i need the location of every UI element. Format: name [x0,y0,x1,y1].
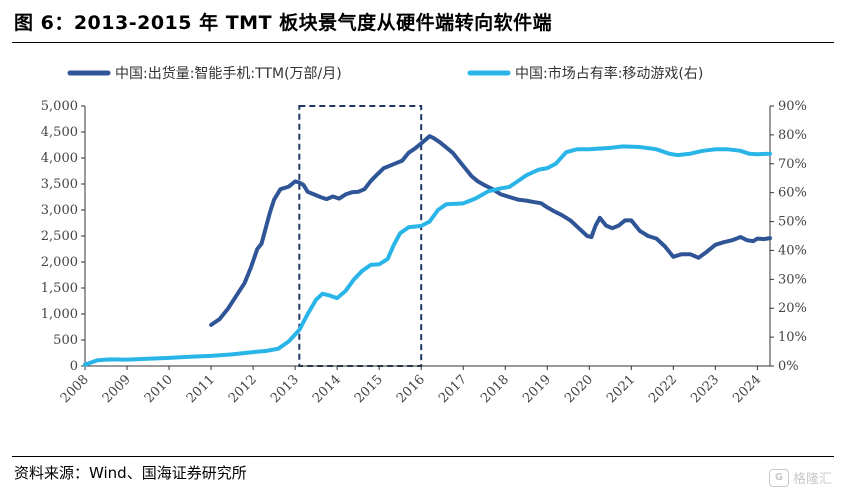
bottom-rule [12,456,834,457]
series-line-mobile-game-share [83,144,772,367]
legend-label-shipments: 中国:出货量:智能手机:TTM(万部/月) [115,65,342,82]
x-tick-label: 2018 [478,372,512,406]
x-tick-label: 2009 [100,372,134,406]
x-tick-label: 2012 [226,372,260,406]
y-left-tick-label: 500 [53,333,78,348]
x-tick-label: 2017 [436,372,470,406]
y-left-tick-label: 2,500 [41,229,78,244]
x-tick-label: 2016 [394,372,428,406]
x-tick-label: 2022 [646,372,680,406]
watermark: G 格隆汇 [768,468,832,487]
y-right-tick-label: 10% [778,330,807,345]
legend-label-mobile-games: 中国:市场占有率:移动游戏(右) [515,65,703,82]
top-rule [12,42,834,43]
y-right-tick-label: 40% [778,243,807,258]
x-tick-label: 2008 [58,372,92,406]
x-tick-label: 2011 [184,372,218,406]
y-left-tick-label: 4,000 [41,151,78,166]
y-left-tick-label: 3,000 [41,203,78,218]
x-tick-label: 2014 [310,372,344,406]
watermark-logo-icon: G [768,468,789,487]
y-right-tick-label: 20% [778,301,807,316]
series-line-smartphone-shipments [209,134,772,327]
y-right-tick-label: 0% [778,359,799,374]
y-right-tick-label: 90% [778,99,807,114]
highlight-period-box [298,105,423,367]
x-tick-label: 2023 [688,372,722,406]
y-left-tick-label: 2,000 [41,255,78,270]
highlight-period-group [298,105,423,367]
y-left-tick-label: 1,000 [41,307,78,322]
x-tick-label: 2015 [352,372,386,406]
y-right-tick-label: 80% [778,128,807,143]
legend-group: 中国:出货量:智能手机:TTM(万部/月) 中国:市场占有率:移动游戏(右) [67,65,703,82]
chart-title: 图 6：2013-2015 年 TMT 板块景气度从硬件端转向软件端 [14,12,553,34]
y-left-tick-label: 0 [70,359,78,374]
source-note: 资料来源：Wind、国海证券研究所 [14,464,247,482]
watermark-text: 格隆汇 [792,472,832,487]
x-tick-label: 2020 [562,372,596,406]
y-right-tick-label: 30% [778,272,807,287]
x-tick-label: 2013 [268,372,302,406]
x-tick-label: 2010 [142,372,176,406]
y-left-tick-label: 1,500 [41,281,78,296]
series-group [83,134,772,367]
y-right-tick-label: 70% [778,157,807,172]
y-right-tick-label: 50% [778,215,807,230]
x-tick-label: 2024 [730,372,764,406]
y-left-tick-label: 4,500 [41,125,78,140]
x-tick-label: 2019 [520,372,554,406]
y-left-tick-label: 3,500 [41,177,78,192]
y-left-tick-label: 5,000 [41,99,78,114]
x-tick-label: 2021 [604,372,638,406]
y-right-tick-label: 60% [778,186,807,201]
